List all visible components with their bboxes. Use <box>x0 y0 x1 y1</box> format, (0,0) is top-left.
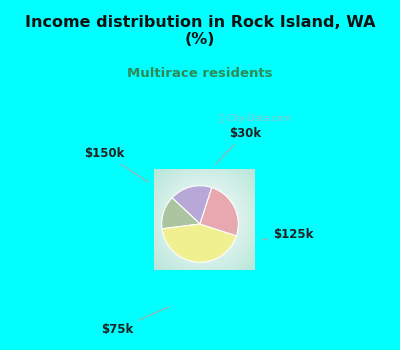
Text: $75k: $75k <box>101 307 168 336</box>
Text: Income distribution in Rock Island, WA
(%): Income distribution in Rock Island, WA (… <box>25 15 375 47</box>
Text: $150k: $150k <box>84 147 148 182</box>
Wedge shape <box>162 198 200 229</box>
Text: $30k: $30k <box>216 127 262 164</box>
Wedge shape <box>200 188 238 236</box>
Wedge shape <box>162 224 236 262</box>
Text: $125k: $125k <box>262 228 314 240</box>
Text: Multirace residents: Multirace residents <box>127 67 273 80</box>
Wedge shape <box>172 186 212 224</box>
Text: Ⓜ City-Data.com: Ⓜ City-Data.com <box>219 114 292 122</box>
